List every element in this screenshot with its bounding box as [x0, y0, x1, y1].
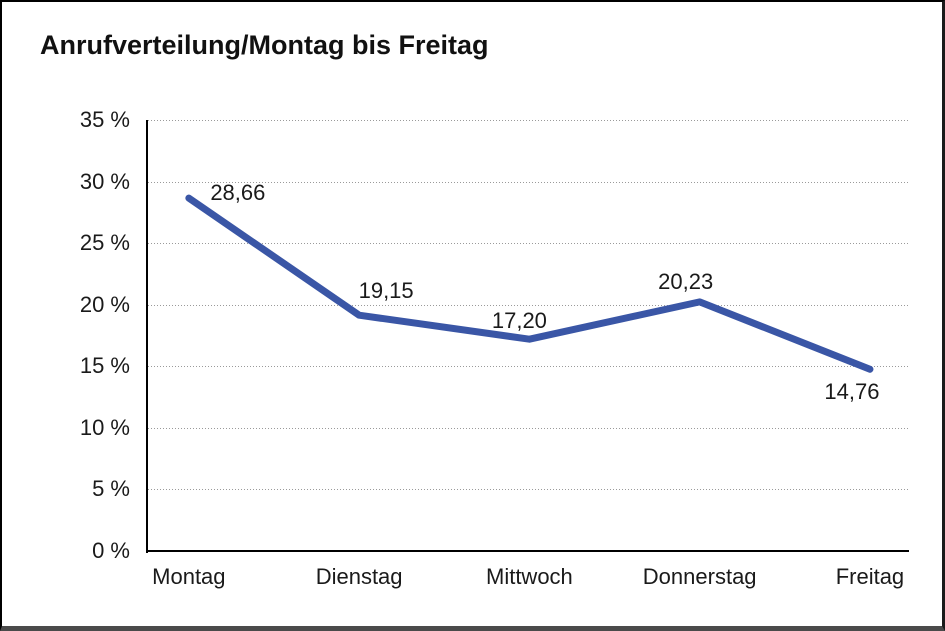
data-label-freitag: 14,76 [824, 379, 880, 405]
y-axis [146, 120, 148, 553]
data-label-montag: 28,66 [210, 180, 266, 206]
y-axis-tick-label: 35 % [79, 107, 130, 132]
series-line [185, 194, 874, 373]
x-axis-label-montag: Montag [152, 564, 226, 589]
gridline-15-percent [148, 366, 909, 367]
x-axis [146, 550, 909, 552]
gridline-25-percent [148, 243, 909, 244]
y-axis-tick-label: 10 % [79, 415, 130, 440]
data-label-dienstag: 19,15 [358, 278, 414, 304]
y-axis-tick-label: 20 % [79, 292, 130, 317]
y-axis-tick-label: 25 % [79, 230, 130, 255]
gridline-30-percent [148, 182, 909, 183]
x-axis-label-mittwoch: Mittwoch [485, 564, 573, 589]
y-axis-tick-label: 15 % [79, 353, 130, 378]
data-label-donnerstag: 20,23 [658, 268, 714, 294]
x-axis-label-donnerstag: Donnerstag [642, 564, 757, 589]
chart-title: Anrufverteilung/Montag bis Freitag [40, 30, 489, 60]
gridline-10-percent [148, 428, 909, 429]
gridline-20-percent [148, 305, 909, 306]
gridline-5-percent [148, 489, 909, 490]
y-axis-tick-label: 5 % [92, 476, 130, 501]
gridline-35-percent [148, 120, 909, 121]
y-axis-tick-label: 0 % [92, 538, 130, 563]
data-label-mittwoch: 17,20 [491, 308, 547, 334]
y-axis-tick-label: 30 % [79, 169, 130, 194]
x-axis-label-freitag: Freitag [835, 564, 905, 589]
series-line-svg [185, 194, 874, 373]
x-axis-label-dienstag: Dienstag [315, 564, 403, 589]
